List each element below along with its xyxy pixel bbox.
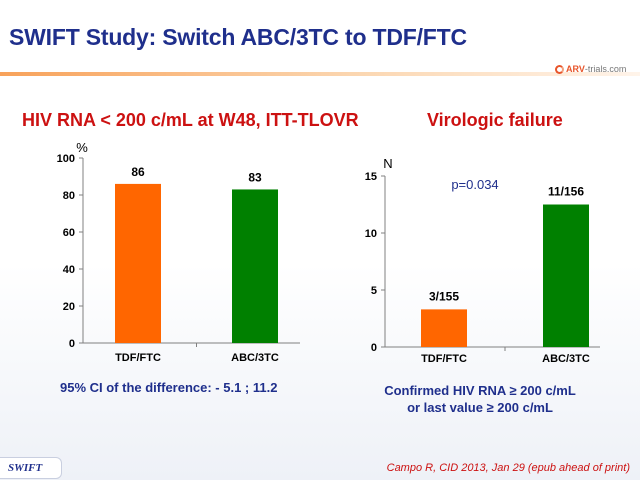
chart-2-plot: 0 5 10 15 N 3/155 TDF/FTC 11/156 ABC/3TC p=0.034 bbox=[365, 156, 600, 365]
y-tick-label: 80 bbox=[63, 190, 75, 202]
study-footer-tab: SWIFT bbox=[0, 457, 62, 479]
chart-1-title: HIV RNA < 200 c/mL at W48, ITT-TLOVR bbox=[22, 110, 359, 130]
category-label: TDF/FTC bbox=[115, 352, 161, 364]
category-label: TDF/FTC bbox=[421, 353, 467, 365]
y-tick-label: 40 bbox=[63, 264, 75, 276]
citation: Campo R, CID 2013, Jan 29 (epub ahead of… bbox=[386, 462, 630, 474]
p-value-annotation: p=0.034 bbox=[451, 177, 498, 192]
data-label: 11/156 bbox=[548, 185, 584, 199]
chart-2-caption: Confirmed HIV RNA ≥ 200 c/mL or last val… bbox=[360, 382, 600, 416]
y-tick-label: 60 bbox=[63, 227, 75, 239]
bar bbox=[232, 189, 278, 343]
chart-2-caption-line-1: Confirmed HIV RNA ≥ 200 c/mL bbox=[384, 383, 576, 398]
y-tick-label: 100 bbox=[57, 153, 75, 165]
category-label: ABC/3TC bbox=[231, 352, 279, 364]
y-tick-label: 5 bbox=[371, 285, 377, 297]
y-tick-label: 0 bbox=[371, 342, 377, 354]
logo-domain-text: -trials.com bbox=[584, 64, 627, 74]
chart-1-plot: 0 20 40 60 80 100% 86 TDF/FTC 83 ABC/3TC bbox=[57, 140, 300, 364]
category-label: ABC/3TC bbox=[542, 353, 590, 365]
data-label: 86 bbox=[131, 165, 145, 179]
y-tick-label: 15 bbox=[365, 171, 377, 183]
bar bbox=[115, 183, 161, 343]
data-label: 83 bbox=[248, 170, 262, 184]
y-tick-label: 0 bbox=[69, 338, 75, 350]
y-axis-label: % bbox=[76, 140, 88, 155]
title-underline bbox=[0, 72, 640, 76]
arv-trials-logo: ARV -trials.com bbox=[555, 62, 626, 76]
chart-2-caption-line-2: or last value ≥ 200 c/mL bbox=[407, 400, 553, 415]
logo-ring-icon bbox=[555, 64, 564, 74]
bar bbox=[543, 204, 589, 347]
slide-title: SWIFT Study: Switch ABC/3TC to TDF/FTC bbox=[9, 24, 467, 50]
chart-1-caption-line: 95% CI of the difference: - 5.1 ; 11.2 bbox=[60, 380, 278, 395]
data-label: 3/155 bbox=[429, 289, 459, 303]
logo-arv-text: ARV bbox=[566, 64, 585, 74]
y-tick-label: 10 bbox=[365, 228, 377, 240]
y-axis-label: N bbox=[383, 156, 392, 171]
bar bbox=[421, 309, 467, 347]
y-tick-label: 20 bbox=[63, 301, 75, 313]
chart-2-title: Virologic failure bbox=[427, 110, 563, 130]
chart-1-caption: 95% CI of the difference: - 5.1 ; 11.2 bbox=[60, 380, 278, 395]
